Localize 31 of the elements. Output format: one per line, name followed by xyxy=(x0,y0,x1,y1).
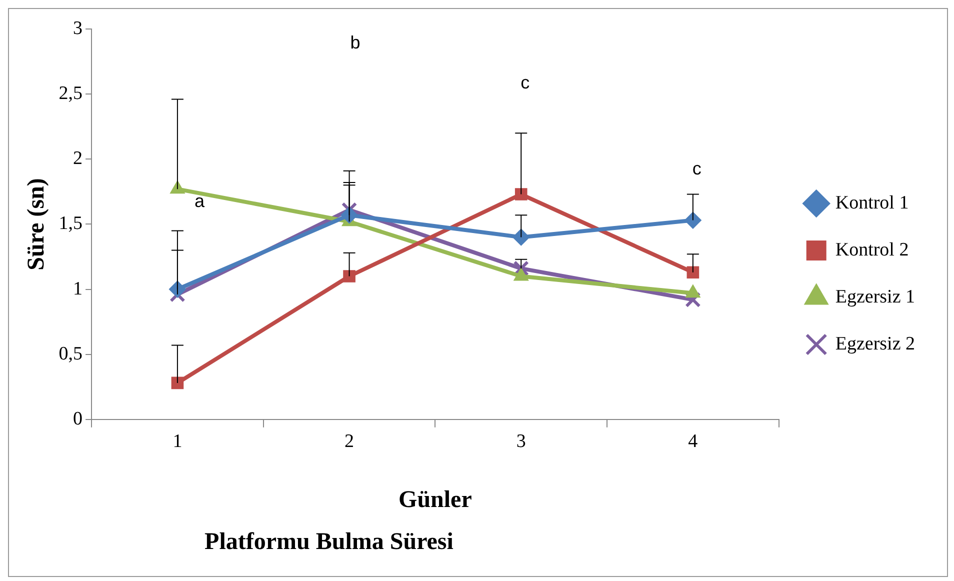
point xyxy=(514,188,528,200)
annotation: b xyxy=(350,32,360,52)
y-axis-title: Süre (sn) xyxy=(24,178,50,270)
legend-label: Egzersiz 1 xyxy=(835,286,915,308)
text: Platformu Bulma Süresi xyxy=(204,529,454,557)
y-tick-label: 0 xyxy=(73,408,83,430)
x-axis-title: Günler xyxy=(398,486,472,513)
legend-label: Kontrol 2 xyxy=(835,239,909,260)
x-tick-label: 3 xyxy=(516,430,526,452)
y-tick-label: 2 xyxy=(73,148,83,170)
y-tick-label: 1,5 xyxy=(58,213,83,234)
point xyxy=(512,228,530,246)
point xyxy=(685,292,701,308)
point xyxy=(513,260,529,276)
point xyxy=(171,376,184,390)
point xyxy=(684,212,702,229)
y-tick-label: 1 xyxy=(73,278,83,300)
x-tick-label: 4 xyxy=(688,430,698,452)
point xyxy=(168,280,186,298)
annotation: c xyxy=(520,72,530,93)
legend-label: Kontrol 1 xyxy=(835,192,909,214)
y-tick-label: 0,5 xyxy=(58,343,83,364)
y-tick-label: 3 xyxy=(73,18,83,39)
annotation: c xyxy=(692,158,702,179)
legend-label: Egzersiz 2 xyxy=(835,333,915,354)
annotation: a xyxy=(194,190,206,211)
x-tick-label: 1 xyxy=(172,430,182,452)
point xyxy=(686,266,700,279)
point xyxy=(343,270,356,282)
y-tick-label: 2,5 xyxy=(58,83,83,104)
x-tick-label: 2 xyxy=(344,430,354,452)
